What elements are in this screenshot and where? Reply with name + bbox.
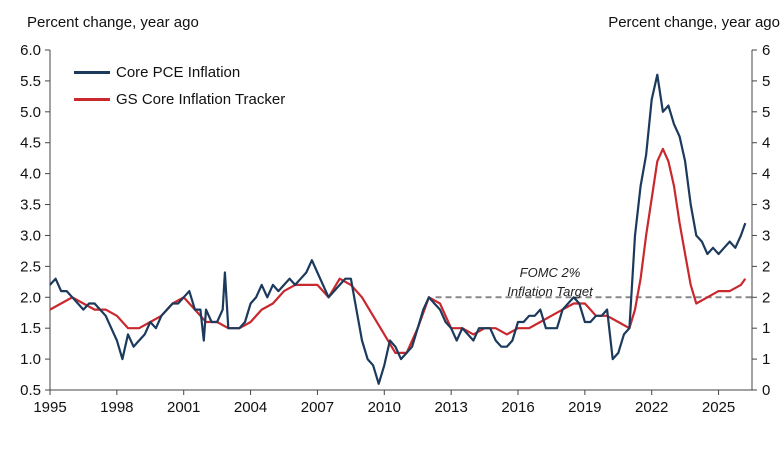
left-y-tick-label: 1.0 — [20, 351, 41, 368]
x-tick-label: 1998 — [100, 399, 133, 416]
right-y-tick-label: 5 — [762, 73, 770, 90]
right-y-tick-label: 4 — [762, 135, 770, 152]
right-y-tick-label: 4 — [762, 166, 770, 183]
left-y-tick-label: 1.5 — [20, 320, 41, 337]
x-tick-label: 1995 — [33, 399, 66, 416]
series-line-gs-tracker — [49, 147, 747, 354]
x-tick-label: 2016 — [501, 399, 534, 416]
x-tick-label: 2025 — [702, 399, 735, 416]
legend-label-gs-tracker: GS Core Inflation Tracker — [116, 91, 286, 108]
left-y-tick-label: 5.0 — [20, 104, 41, 121]
x-tick-label: 2019 — [568, 399, 601, 416]
right-y-tick-label: 6 — [762, 42, 770, 59]
right-y-tick-label: 1 — [762, 351, 770, 368]
fomc-target-annotation: FOMC 2% Inflation Target — [470, 263, 630, 301]
left-axis-unit-label: Percent change, year ago — [27, 14, 199, 31]
left-y-tick-label: 5.5 — [20, 73, 41, 90]
legend-item-core-pce: Core PCE Inflation — [74, 59, 285, 86]
x-tick-label: 2010 — [368, 399, 401, 416]
left-y-tick-label: 6.0 — [20, 42, 41, 59]
x-tick-label: 2013 — [434, 399, 467, 416]
legend-swatch-gs-tracker — [74, 98, 110, 101]
right-y-tick-label: 0 — [762, 382, 770, 399]
right-axis-unit-label: Percent change, year ago — [608, 14, 780, 31]
right-y-tick-label: 2 — [762, 258, 770, 275]
right-y-tick-label: 5 — [762, 104, 770, 121]
right-y-tick-label: 2 — [762, 289, 770, 306]
right-y-tick-label: 1 — [762, 320, 770, 337]
left-y-tick-label: 0.5 — [20, 382, 41, 399]
legend-item-gs-tracker: GS Core Inflation Tracker — [74, 86, 285, 113]
chart-axes: 0.5 0 1.0 1 1.5 1 2.0 2 2.5 2 3.0 3 3.5 3 4.0 4 4.5 4 5.0 5… — [20, 42, 770, 416]
annotation-line-1: FOMC 2% — [519, 265, 581, 280]
left-y-tick-label: 3.5 — [20, 197, 41, 214]
right-y-tick-label: 3 — [762, 227, 770, 244]
right-y-tick-label: 3 — [762, 197, 770, 214]
left-y-tick-label: 3.0 — [20, 227, 41, 244]
x-tick-label: 2007 — [301, 399, 334, 416]
annotation-line-2: Inflation Target — [507, 284, 593, 299]
legend-swatch-core-pce — [74, 71, 110, 74]
x-tick-label: 2001 — [167, 399, 200, 416]
x-tick-label: 2004 — [234, 399, 267, 416]
x-tick-label: 2022 — [635, 399, 668, 416]
chart-series — [49, 73, 747, 385]
legend-label-core-pce: Core PCE Inflation — [116, 64, 241, 81]
chart-legend: Core PCE Inflation GS Core Inflation Tra… — [74, 59, 285, 113]
left-y-tick-label: 2.0 — [20, 289, 41, 306]
left-y-tick-label: 4.0 — [20, 166, 41, 183]
series-line-core-pce — [49, 73, 747, 385]
left-y-tick-label: 4.5 — [20, 135, 41, 152]
left-y-tick-label: 2.5 — [20, 258, 41, 275]
